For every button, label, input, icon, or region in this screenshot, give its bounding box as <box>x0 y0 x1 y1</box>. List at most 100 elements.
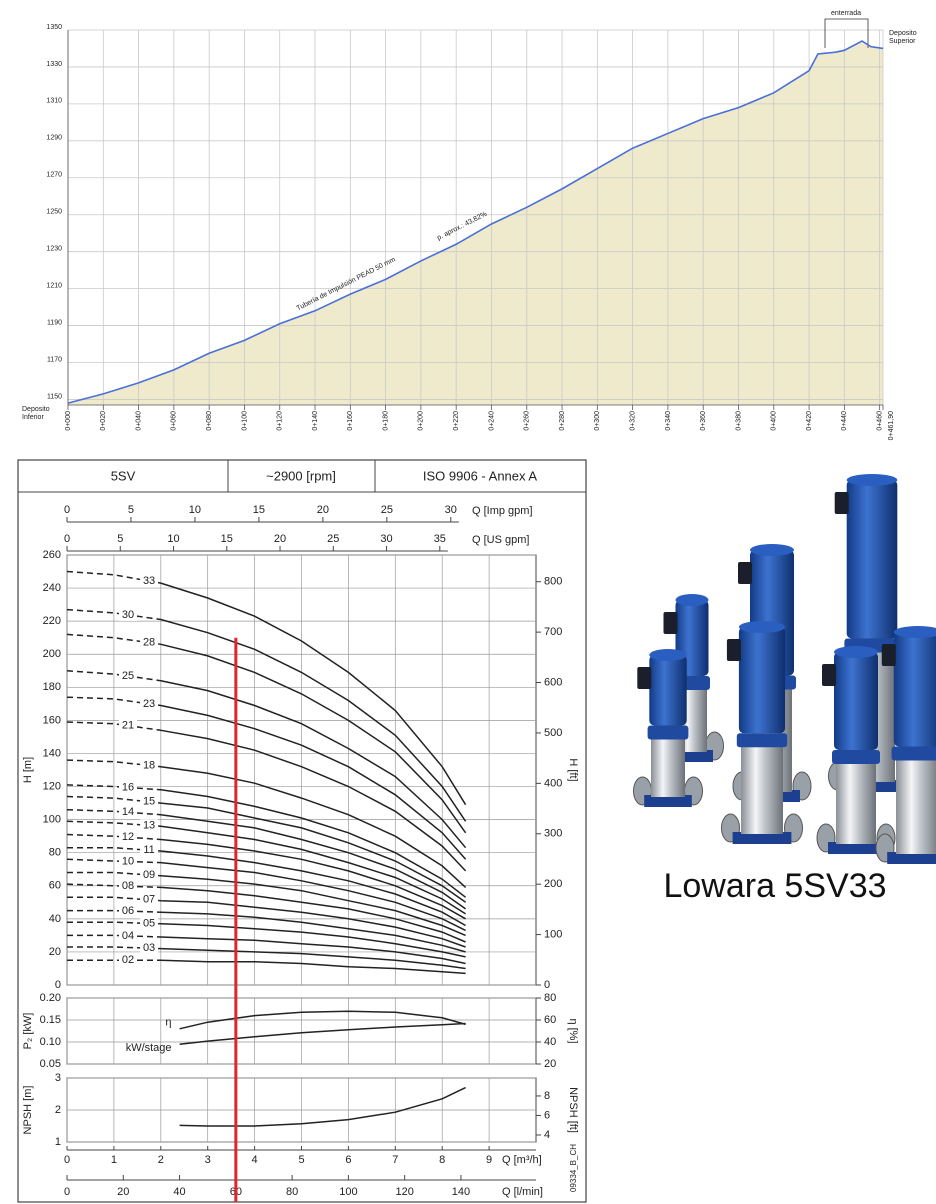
series-label: η <box>165 1017 171 1029</box>
y-tick-label: 1250 <box>46 209 62 216</box>
x-tick-label: 5 <box>298 1154 304 1166</box>
x-tick-label: 30 <box>380 533 392 545</box>
y-tick-label: 240 <box>43 582 61 594</box>
x2-tick-label: 80 <box>286 1186 298 1198</box>
y-tick-label: 20 <box>49 946 61 958</box>
y2-tick-label: 8 <box>544 1090 550 1102</box>
y2-tick-label: 6 <box>544 1109 550 1121</box>
x-tick-label: 15 <box>253 504 265 516</box>
x-tick-label: 0 <box>64 1154 70 1166</box>
pump-neck <box>736 733 788 748</box>
series-label: 10 <box>122 855 134 867</box>
x-tick-label: 15 <box>221 533 233 545</box>
x-tick-label: 0+220 <box>453 411 460 431</box>
x-tick-label: 0+020 <box>100 411 107 431</box>
pump-cap <box>738 621 786 633</box>
curve <box>66 670 467 849</box>
pump-cap <box>846 474 898 486</box>
pump-base <box>828 842 884 854</box>
curve <box>66 784 467 898</box>
x-tick-label: 0+300 <box>594 411 601 431</box>
curve <box>66 721 467 872</box>
x-tick-label: 0+080 <box>206 411 213 431</box>
x-tick-label: 20 <box>317 504 329 516</box>
curve <box>66 820 467 915</box>
x-tick-label: 9 <box>486 1154 492 1166</box>
x2-tick-label: 20 <box>117 1186 129 1198</box>
x-tick-label: 0+180 <box>382 411 389 431</box>
x-tick-label: 25 <box>381 504 393 516</box>
y-tick-label: 1310 <box>46 98 62 105</box>
curve <box>179 1010 466 1030</box>
y-tick-label: 1150 <box>47 393 62 400</box>
x-tick-label: 5 <box>128 504 134 516</box>
series-label: 30 <box>122 609 134 621</box>
y-tick-label: 3 <box>55 1072 61 1084</box>
pump-box <box>637 667 652 689</box>
curve <box>67 846 466 927</box>
label-bg <box>140 575 159 588</box>
curve <box>67 946 466 970</box>
y-tick-label: 2 <box>55 1104 61 1116</box>
profile-line <box>67 40 884 404</box>
curve <box>66 759 467 888</box>
pump-base <box>887 852 936 864</box>
x-tick-label: 3 <box>205 1154 211 1166</box>
y2-axis-title: NPSH [ft] <box>567 1087 579 1133</box>
series-label: 12 <box>122 831 134 843</box>
y-tick-label: 1190 <box>47 319 62 326</box>
curve <box>67 959 466 975</box>
x-tick-label: 6 <box>345 1154 351 1166</box>
series-label: 06 <box>122 905 134 917</box>
label-bg <box>118 719 137 732</box>
y-tick-label: 0 <box>55 979 61 991</box>
series-label: 16 <box>122 781 134 793</box>
x-tick-label: 0+040 <box>135 411 142 431</box>
label-bg <box>118 831 137 844</box>
series-label: 28 <box>143 637 155 649</box>
x2-tick-label: 100 <box>339 1186 357 1198</box>
label-bg <box>140 893 159 906</box>
y-tick-label: 60 <box>49 880 61 892</box>
curve <box>179 1086 466 1127</box>
y-tick-label: 40 <box>49 913 61 925</box>
label-bg <box>140 697 159 710</box>
series-label: 21 <box>122 720 134 732</box>
y-tick-label: 0.10 <box>40 1036 61 1048</box>
pump-box <box>663 612 678 634</box>
y2-tick-label: 400 <box>544 777 562 789</box>
x-tick-label: 8 <box>439 1154 445 1166</box>
profile-chart: Tubería de Impulsión PEAD 50 mm p. aprox… <box>22 10 917 441</box>
pump-cap <box>675 594 709 606</box>
x-tick-label: 20 <box>274 533 286 545</box>
y-tick-label: 1290 <box>46 135 62 142</box>
pump-box <box>738 562 752 584</box>
pump-cap <box>750 544 794 556</box>
frame <box>17 459 587 1203</box>
x2-axis-title: Q [l/min] <box>502 1186 543 1198</box>
pump-box <box>834 492 849 514</box>
x-tick-label: 0+100 <box>241 411 248 431</box>
x-tick-label: 10 <box>167 533 179 545</box>
y2-tick-label: 20 <box>544 1058 556 1070</box>
x-axis-title: Q [US gpm] <box>472 534 529 546</box>
pump-neck <box>891 746 936 761</box>
x-tick-label: 1 <box>111 1154 117 1166</box>
x-tick-label: 35 <box>434 533 446 545</box>
curve <box>67 921 466 958</box>
curve <box>66 633 467 834</box>
pump-box <box>822 664 836 686</box>
y2-tick-label: 4 <box>544 1129 550 1141</box>
x-tick-label: 5 <box>117 533 123 545</box>
x-axis-title: Q [m³/h] <box>502 1154 542 1166</box>
x-tick-label: 0+420 <box>806 411 813 431</box>
y-tick-label: 160 <box>43 714 61 726</box>
pump-motor <box>738 627 786 734</box>
annotation: Inferior <box>22 414 44 421</box>
label-bg <box>118 670 137 683</box>
series-label: 23 <box>143 698 155 710</box>
label-bg <box>118 880 137 893</box>
pump-neck <box>832 750 880 764</box>
curve <box>66 795 467 903</box>
header-text: ~2900 [rpm] <box>266 468 336 483</box>
